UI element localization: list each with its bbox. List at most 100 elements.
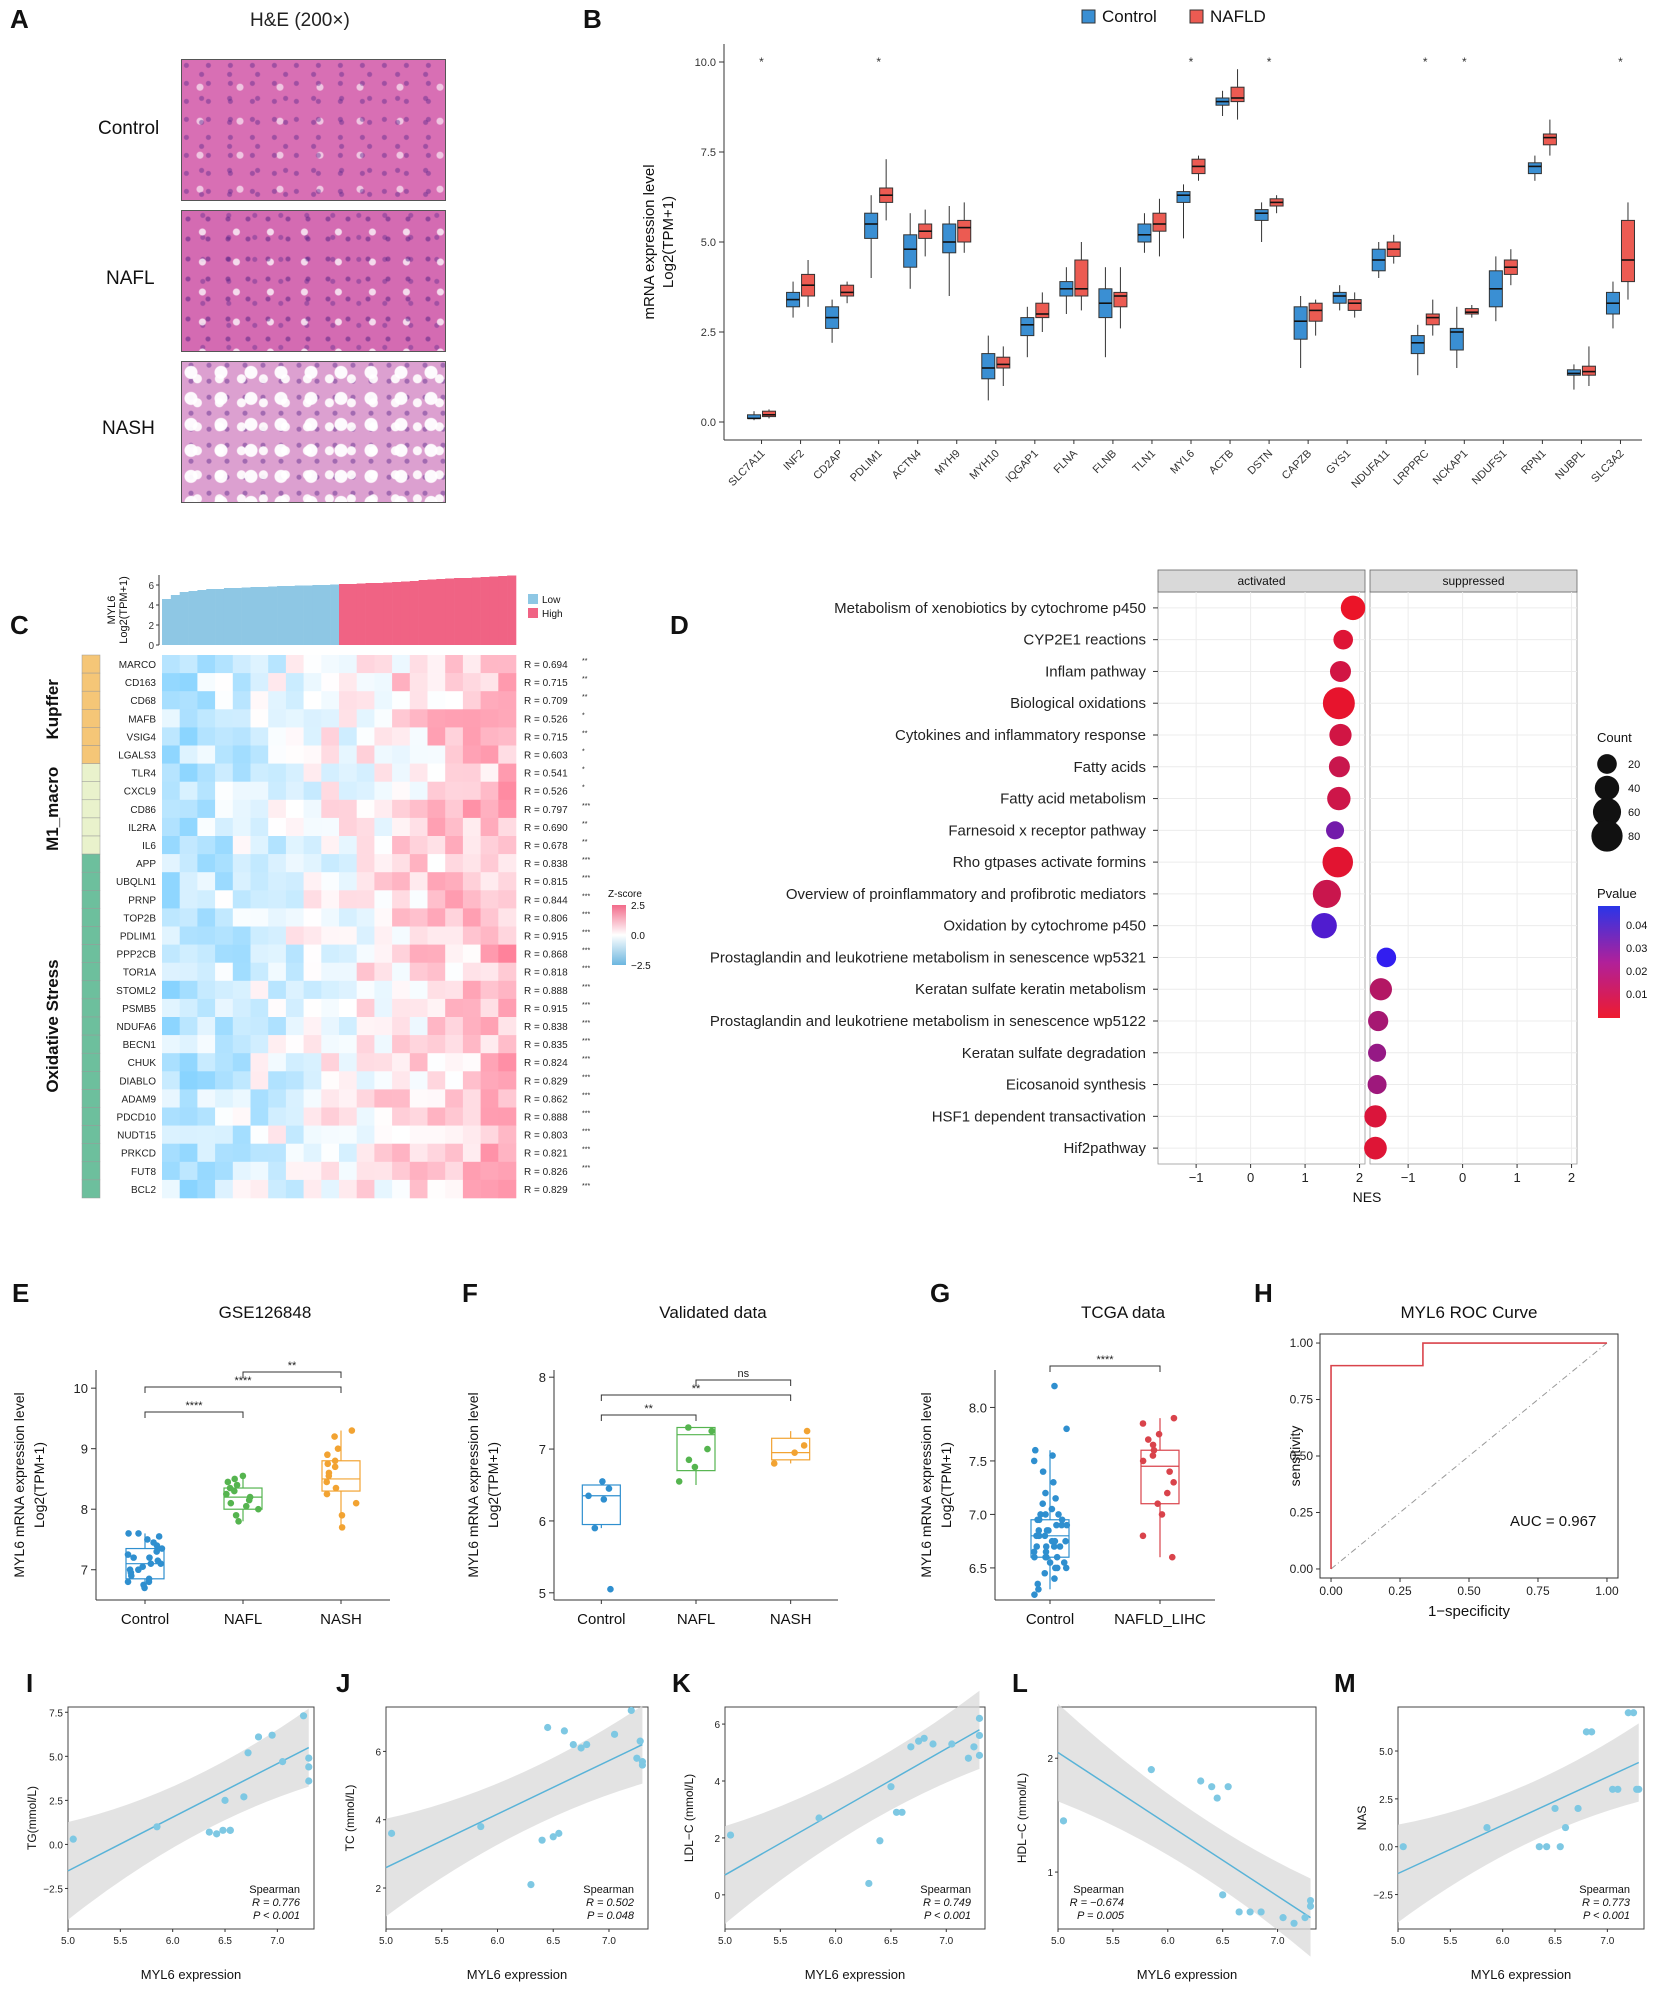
heatmap-cell (303, 709, 322, 728)
heatmap-row-label: CXCL9 (124, 787, 157, 798)
heatmap-cell (285, 763, 304, 782)
x-tick-label: 6.0 (829, 1936, 843, 1947)
box-nafld (1074, 259, 1089, 297)
heatmap-cell (462, 908, 481, 927)
significance-bracket (144, 1386, 342, 1393)
data-point (929, 1740, 937, 1748)
data-point (1034, 1580, 1042, 1588)
heatmap-r-value: R = 0.803 (524, 1131, 568, 1142)
heatmap-cell (392, 763, 411, 782)
heatmap-cell (162, 854, 180, 873)
heatmap-cell (232, 781, 251, 801)
heatmap-cell (250, 1053, 269, 1072)
heatmap-cell (462, 709, 481, 728)
stats-label: R = 0.749 (923, 1897, 971, 1909)
data-point (1039, 1500, 1047, 1508)
heatmap-cell (462, 763, 481, 782)
pvalue-legend-label: 0.01 (1626, 989, 1647, 1001)
heatmap-cell (445, 872, 464, 891)
boxplot-chart-g: TCGA data 6.5 7.0 7.5 8.0 MYL6 mRNA expressio… (918, 1303, 1215, 1628)
heatmap-cell (197, 817, 216, 837)
x-tick-label: IQGAP1 (1003, 448, 1040, 485)
heatmap-cell (197, 1089, 216, 1108)
heatmap-row-label: IL6 (142, 841, 156, 852)
data-point (1608, 1785, 1617, 1793)
heatmap-cell (498, 926, 517, 945)
heatmap-cell (197, 1179, 216, 1199)
data-point (1219, 1891, 1227, 1899)
data-point (1030, 1548, 1038, 1556)
heatmap-cell (339, 872, 357, 891)
pathway-label: Inflam pathway (1045, 663, 1146, 680)
regression-line (67, 1746, 310, 1872)
heatmap-cell (392, 781, 411, 801)
data-point (970, 1743, 978, 1751)
heatmap-cell (303, 763, 322, 782)
data-point (240, 1793, 248, 1801)
heatmap-cell (498, 727, 517, 746)
enrichment-dot (1369, 978, 1393, 1001)
row-group-strip (81, 871, 101, 891)
enrichment-dot (1364, 1136, 1387, 1160)
heatmap-cell (409, 1053, 428, 1072)
data-point (685, 1424, 692, 1431)
heatmap-cell (374, 836, 393, 855)
heatmap-cell (427, 1143, 446, 1163)
data-point (1037, 1511, 1044, 1518)
heatmap-r-value: R = 0.709 (524, 696, 568, 707)
heatmap-cell (445, 1017, 464, 1036)
heatmap-cell (303, 1017, 322, 1036)
y-tick-label: −2.5 (43, 1884, 63, 1895)
x-tick-label: CD2AP (811, 448, 845, 482)
heatmap-cell (392, 1161, 411, 1181)
x-tick-label: 5.5 (113, 1936, 127, 1947)
top-bar (285, 586, 296, 645)
top-bar (277, 586, 287, 645)
heatmap-cell (427, 836, 446, 855)
heatmap-cell (303, 727, 322, 746)
heatmap-cell (303, 1125, 322, 1144)
row-group-label: M1_macro (43, 767, 62, 851)
heatmap-cell (179, 1071, 198, 1090)
data-point (244, 1749, 252, 1757)
heatmap-cell (374, 926, 393, 945)
heatmap-cell (232, 998, 251, 1018)
heatmap-r-stars: *** (582, 857, 590, 864)
x-tick-label: SLC3A2 (1589, 448, 1626, 485)
heatmap-cell (339, 1161, 357, 1181)
top-bar (427, 579, 437, 645)
stats-label: R = 0.502 (586, 1897, 634, 1909)
heatmap-cell (285, 691, 304, 710)
heatmap-cell (268, 944, 287, 963)
data-point (599, 1478, 606, 1485)
heatmap-cell (498, 1161, 517, 1181)
data-point (770, 1460, 778, 1467)
heatmap-cell (462, 1125, 481, 1144)
data-point (1042, 1489, 1049, 1497)
heatmap-cell (179, 1143, 198, 1163)
heatmap-cell (409, 980, 428, 1000)
heatmap-cell (409, 836, 428, 855)
legend-label-nafld: NAFLD (1210, 7, 1266, 26)
heatmap-cell (374, 655, 393, 674)
legend-swatch-high (528, 608, 538, 618)
heatmap-cell (162, 872, 180, 891)
y-tick-label: 8 (81, 1502, 88, 1517)
heatmap-cell (480, 763, 499, 782)
heatmap-cell (374, 781, 393, 801)
heatmap-cell (392, 854, 411, 873)
heatmap-cell (215, 926, 234, 945)
y-axis-label: Log2(TPM+1) (485, 1442, 501, 1528)
heatmap-cell (445, 944, 464, 963)
heatmap-cell (480, 1053, 499, 1072)
x-axis-label: MYL6 expression (1471, 1967, 1571, 1982)
heatmap-cell (480, 781, 499, 801)
zscore-legend-bar (612, 905, 626, 965)
y-tick-label: 0.75 (1290, 1393, 1314, 1407)
x-tick-label: NDUFA11 (1349, 448, 1392, 491)
enrichment-dot (1333, 629, 1354, 650)
y-tick-label: 7 (539, 1442, 546, 1457)
pathway-label: Rho gtpases activate formins (953, 854, 1146, 871)
data-point (1290, 1919, 1298, 1927)
data-point (69, 1835, 77, 1843)
